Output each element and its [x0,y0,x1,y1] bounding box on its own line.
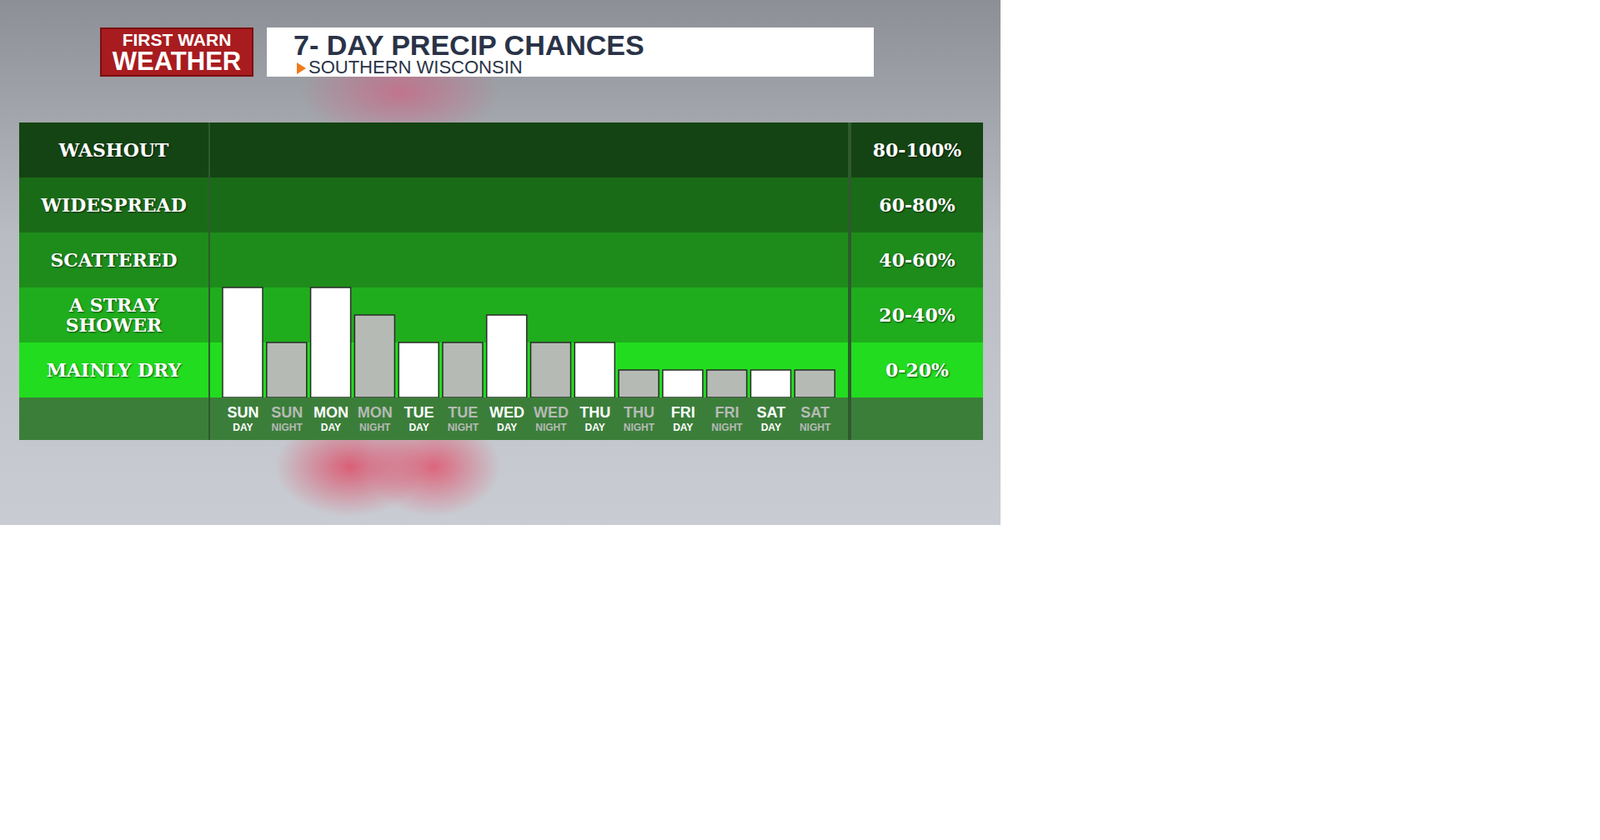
svg-text:DAY: DAY [761,421,782,434]
svg-text:THU: THU [579,404,611,422]
svg-text:NIGHT: NIGHT [623,421,656,434]
svg-text:SUN: SUN [226,404,259,422]
html-text:60-80%: 60-80% [879,194,956,216]
svg-text:NIGHT: NIGHT [447,421,480,434]
svg-text:WED: WED [533,404,569,422]
svg-text:SAT: SAT [756,404,786,422]
svg-text:WED: WED [489,404,525,422]
svg-text:TUE: TUE [447,404,478,422]
svg-text:TUE: TUE [404,404,435,422]
html-text:FIRST WARN: FIRST WARN [122,30,232,50]
html-text:0-20%: 0-20% [885,359,949,382]
html-text:WEATHER: WEATHER [112,46,242,76]
html-text:MAINLY DRY: MAINLY DRY [46,359,182,382]
svg-text:SAT: SAT [800,404,830,422]
svg-text:FRI: FRI [671,404,696,422]
svg-text:FRI: FRI [715,404,740,422]
html-text:WASHOUT: WASHOUT [58,139,169,161]
svg-text:THU: THU [623,404,655,422]
html-text:20-40%: 20-40% [879,304,956,327]
html-text:80-100%: 80-100% [872,139,962,161]
svg-text:DAY: DAY [672,421,693,434]
svg-text:DAY: DAY [232,421,253,434]
svg-text:MON: MON [357,404,393,422]
svg-text:DAY: DAY [408,421,429,434]
html-text:SCATTERED: SCATTERED [50,249,178,271]
html-text:7- DAY PRECIP CHANCES: 7- DAY PRECIP CHANCES [293,29,645,61]
html-text:WIDESPREAD: WIDESPREAD [41,194,187,216]
svg-text:NIGHT: NIGHT [711,421,743,434]
svg-text:DAY: DAY [585,421,606,434]
svg-text:NIGHT: NIGHT [359,421,392,434]
svg-text:NIGHT: NIGHT [799,421,832,434]
svg-text:MON: MON [313,404,349,422]
svg-text:DAY: DAY [496,421,517,434]
html-text:A STRAY SHOWER: A STRAY SHOWER [65,294,163,337]
svg-text:NIGHT: NIGHT [271,421,304,434]
html-text:SOUTHERN WISCONSIN: SOUTHERN WISCONSIN [308,56,523,78]
svg-text:DAY: DAY [321,421,342,434]
svg-text:NIGHT: NIGHT [535,421,567,434]
html-text:40-60%: 40-60% [879,249,956,271]
svg-text:SUN: SUN [270,404,303,422]
